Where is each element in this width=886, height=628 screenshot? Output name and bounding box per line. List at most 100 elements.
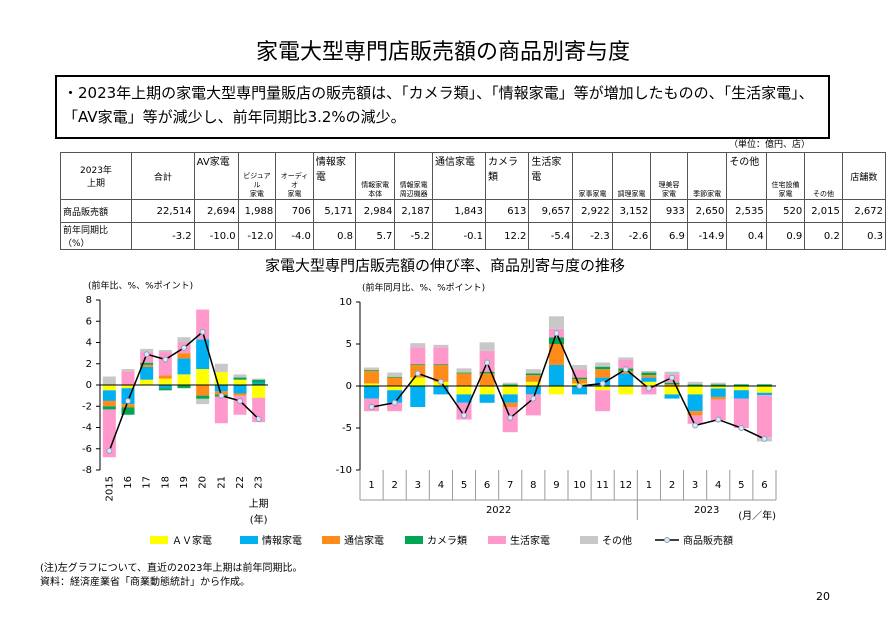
- bar: [456, 394, 472, 403]
- table-cell: -2.3: [572, 222, 613, 250]
- bar: [433, 386, 449, 395]
- period-label: 上期: [249, 498, 269, 510]
- bar: [196, 398, 210, 405]
- table: 2023年 上期 合計 AV家電 ビジュアル 家電 オーディオ 家電 情報家電 情報家電 本…: [60, 152, 886, 250]
- x-tick-label: 5: [461, 480, 467, 491]
- bar: [214, 363, 228, 373]
- y-tick-label: -5: [342, 423, 352, 434]
- legend-label: 通信家電: [344, 534, 384, 547]
- bar: [121, 369, 135, 372]
- bar: [387, 372, 403, 377]
- line-marker: [391, 399, 398, 406]
- note: 資料：経済産業省「商業動態統計」から作成。: [40, 575, 250, 588]
- bar: [595, 366, 611, 370]
- table-cell: 住宅設備 家電: [765, 152, 806, 200]
- bar: [387, 377, 403, 386]
- bar: [387, 390, 403, 403]
- y-tick-label: -8: [82, 465, 92, 476]
- bar: [252, 382, 266, 385]
- line-marker: [645, 385, 652, 392]
- table-cell: 2,015: [804, 199, 843, 223]
- x-tick-label: 22: [235, 476, 246, 489]
- bar: [158, 378, 172, 385]
- legend-swatch: [322, 536, 340, 544]
- bar: [364, 367, 380, 371]
- legend-swatch: [240, 536, 258, 544]
- bar: [102, 409, 116, 458]
- y-tick-label: 8: [86, 295, 92, 306]
- bar: [525, 369, 541, 374]
- bar: [410, 386, 426, 407]
- bar: [158, 349, 172, 353]
- x-tick-label: 19: [179, 476, 190, 489]
- bar: [102, 400, 116, 407]
- bar: [102, 376, 116, 385]
- bar: [196, 309, 210, 340]
- legend-swatch: [488, 536, 506, 544]
- x-tick-label: 4: [715, 480, 721, 491]
- bar: [140, 366, 154, 380]
- page-number: 20: [816, 590, 830, 603]
- bar: [433, 364, 449, 365]
- bar: [158, 352, 172, 376]
- bar: [572, 377, 588, 380]
- bar: [196, 369, 210, 385]
- bar: [502, 384, 518, 386]
- line-marker: [692, 422, 699, 429]
- bar: [479, 373, 495, 386]
- legend-label: カメラ類: [427, 535, 467, 547]
- x-tick-label: 3: [415, 480, 421, 491]
- bar: [664, 371, 680, 375]
- x-tick-label: 8: [530, 480, 536, 491]
- table-cell: 706: [275, 199, 314, 223]
- bar: [177, 374, 191, 385]
- table-row: 前年同期比（%） -3.2 -10.0 -12.0 -4.0 0.8 5.7 -5.2 -0.1…: [60, 222, 886, 250]
- bar: [733, 386, 749, 391]
- table-row: 商品販売額 22,514 2,694 1,988 706 5,171 2,984 2,187 1…: [60, 199, 886, 223]
- bar: [733, 390, 749, 399]
- bar: [196, 395, 210, 399]
- bar: [548, 337, 564, 344]
- bar: [233, 379, 247, 385]
- bar: [525, 381, 541, 386]
- y-tick-label: 5: [346, 339, 352, 350]
- bar: [479, 386, 495, 395]
- bar: [233, 393, 247, 396]
- bar: [572, 379, 588, 384]
- line-marker: [162, 356, 169, 363]
- bar: [664, 394, 680, 399]
- table-cell: その他: [726, 152, 767, 200]
- bar: [177, 358, 191, 375]
- bar: [502, 386, 518, 395]
- table-cell: 0.2: [804, 222, 843, 250]
- line-marker: [715, 416, 722, 423]
- page-title: 家電大型専門店販売額の商品別寄与度: [255, 40, 630, 65]
- bar: [756, 384, 772, 386]
- legend-label: 生活家電: [510, 534, 550, 547]
- table-cell: 3,152: [611, 199, 652, 223]
- table-cell: 1,988: [237, 199, 277, 223]
- bar: [214, 385, 228, 392]
- table-cell: 6.9: [650, 222, 688, 250]
- bar: [196, 339, 210, 370]
- line-marker: [237, 397, 243, 404]
- bar: [687, 381, 703, 385]
- table-cell: -4.0: [275, 222, 314, 250]
- line-marker: [553, 330, 560, 337]
- x-unit: (月／年): [738, 509, 776, 522]
- note: (注)左グラフについて、直近の2023年上期は前年同期比。: [40, 561, 302, 574]
- bar: [252, 378, 266, 380]
- bar: [140, 352, 154, 363]
- bar: [387, 376, 403, 378]
- bar: [710, 388, 726, 397]
- bar: [233, 377, 247, 380]
- x-tick-label: 2: [669, 480, 675, 491]
- line-marker: [461, 412, 467, 419]
- legend-label: その他: [602, 534, 632, 547]
- bar: [618, 357, 634, 360]
- table-cell: -5.2: [394, 222, 433, 250]
- legend-label: 商品販売額: [683, 534, 733, 547]
- unit-note: （単位：億円、店）: [728, 140, 810, 150]
- table-cell: 店舗数: [841, 152, 886, 200]
